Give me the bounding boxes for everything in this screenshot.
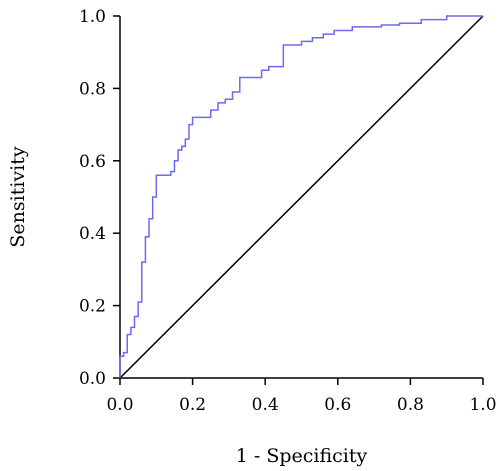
x-axis-label: 1 - Specificity: [236, 445, 368, 467]
y-tick-label: 0.6: [79, 152, 106, 172]
y-tick-label: 0.4: [79, 224, 106, 244]
y-axis-label: Sensitivity: [7, 146, 29, 247]
x-tick-label: 0.8: [397, 395, 424, 415]
x-tick-label: 0.0: [106, 395, 133, 415]
y-tick-label: 0.0: [79, 369, 106, 389]
reference-diagonal-line: [119, 15, 484, 379]
axes: [119, 16, 483, 379]
x-tick-label: 0.2: [179, 395, 206, 415]
roc-curve-line: [119, 15, 483, 378]
y-tick-label: 1.0: [79, 7, 106, 27]
x-tick-label: 0.4: [252, 395, 279, 415]
ticks: 0.0 0.2 0.4 0.6 0.8 1.0 0.0 0.2 0.4 0.6 0.8 1.0: [79, 7, 497, 415]
x-tick-label: 0.6: [324, 395, 351, 415]
y-tick-label: 0.8: [79, 79, 106, 99]
plot-area: [119, 15, 484, 379]
y-tick-label: 0.2: [79, 297, 106, 317]
x-tick-label: 1.0: [469, 395, 496, 415]
